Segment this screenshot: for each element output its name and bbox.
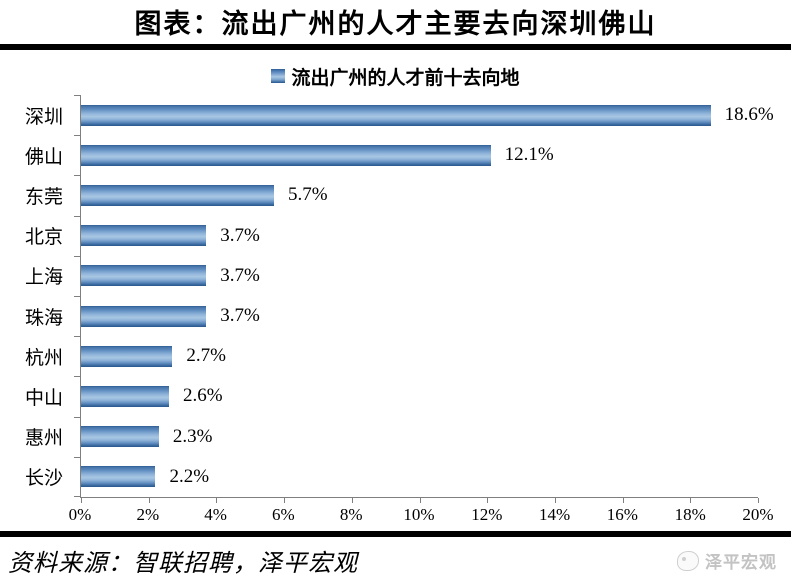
y-axis-tick [74,135,81,137]
page-title: 图表：流出广州的人才主要去向深圳佛山 [134,9,657,39]
x-axis-tick-label: 10% [403,505,435,524]
y-axis-tick [74,175,81,177]
data-label: 3.7% [220,224,260,246]
legend-swatch-icon [271,69,286,83]
data-label: 2.2% [169,465,210,487]
x-axis-tick-label: 2% [136,505,160,524]
watermark-label: 泽平宏观 [705,553,777,572]
bar-row: 中山 2.6% [25,376,758,416]
bar [81,225,207,247]
data-label: 18.6% [724,104,774,126]
x-axis-tick-label: 6% [272,505,295,524]
bar [81,104,711,126]
x-axis-tick [554,498,556,503]
category-label: 杭州 [24,347,63,369]
legend-label: 流出广州的人才前十去向地 [291,67,520,89]
y-axis-tick [74,496,81,497]
bar-chart-plot: 深圳 18.6% 佛山 12.1% 东莞 5.7% 北京 3.7% 上海 3.7% 珠海 3.7% 杭州… [25,95,774,503]
y-axis-tick [74,95,81,96]
category-label: 珠海 [24,307,63,329]
bar [81,265,207,287]
bar [81,144,491,166]
y-axis-tick [74,416,81,418]
x-axis-tick-label: 4% [204,505,227,524]
footer: 资料来源：智联招聘，泽平宏观 泽平宏观 [0,543,791,578]
x-axis-tick [284,498,286,503]
data-label: 5.7% [287,184,328,206]
y-axis-tick [74,336,81,338]
x-axis-tick [148,498,150,503]
category-label: 中山 [24,387,63,409]
category-label: 东莞 [24,186,63,208]
y-axis-tick [74,215,81,217]
watermark-logo-icon [677,550,699,571]
x-axis-tick-label: 8% [339,505,363,524]
bar [81,385,169,407]
bar-row: 长沙 2.2% [25,457,758,497]
bar [81,184,274,206]
y-axis-tick [74,255,81,257]
bar-row: 上海 3.7% [25,256,758,296]
x-axis-tick [351,498,353,503]
category-label: 惠州 [24,428,63,450]
category-label: 上海 [24,267,63,289]
category-label: 北京 [24,227,63,249]
footer-divider [0,531,791,537]
x-axis-tick [690,498,692,503]
y-axis-tick [74,376,81,378]
x-axis-tick [487,498,489,503]
y-axis-tick [74,296,81,297]
x-axis-tick [419,498,421,503]
bar [81,466,156,488]
y-axis-tick [74,456,81,458]
bar-row: 佛山 12.1% [25,135,758,175]
source-note: 资料来源：智联招聘，泽平宏观 [8,551,358,577]
x-axis-tick [216,498,218,503]
data-label: 2.7% [186,345,226,367]
x-axis-labels: 0% 2% 4% 6% 8% 10% 12% 14% 16% 18% 20% [69,498,774,528]
category-label: 佛山 [24,146,63,168]
data-label: 12.1% [504,144,554,166]
bar [81,305,207,327]
bar-row: 珠海 3.7% [25,296,758,336]
bar-row: 杭州 2.7% [25,336,758,376]
x-axis-tick [622,498,624,503]
bar [81,345,173,367]
bar-row: 深圳 18.6% [25,95,774,135]
watermark: 泽平宏观 [677,548,777,573]
bar [81,426,159,448]
data-label: 2.3% [172,425,213,447]
x-axis-tick [81,498,82,503]
bar-row: 惠州 2.3% [25,417,758,457]
x-axis-tick-label: 14% [539,505,571,524]
category-label: 深圳 [24,106,63,128]
bar-row: 东莞 5.7% [25,175,758,215]
x-axis-tick-label: 20% [742,505,774,524]
x-axis-tick-label: 16% [606,505,638,524]
chart-legend: 流出广州的人才前十去向地 [0,66,791,89]
title-divider [0,44,791,50]
x-axis-tick-label: 0% [68,505,92,524]
x-axis-tick-label: 12% [471,505,503,524]
x-axis-tick [758,498,759,503]
bar-row: 北京 3.7% [25,216,758,256]
x-axis-tick-label: 18% [674,505,706,524]
category-label: 长沙 [24,468,63,490]
data-label: 3.7% [220,305,260,327]
data-label: 2.6% [183,385,223,407]
data-label: 3.7% [220,264,260,286]
